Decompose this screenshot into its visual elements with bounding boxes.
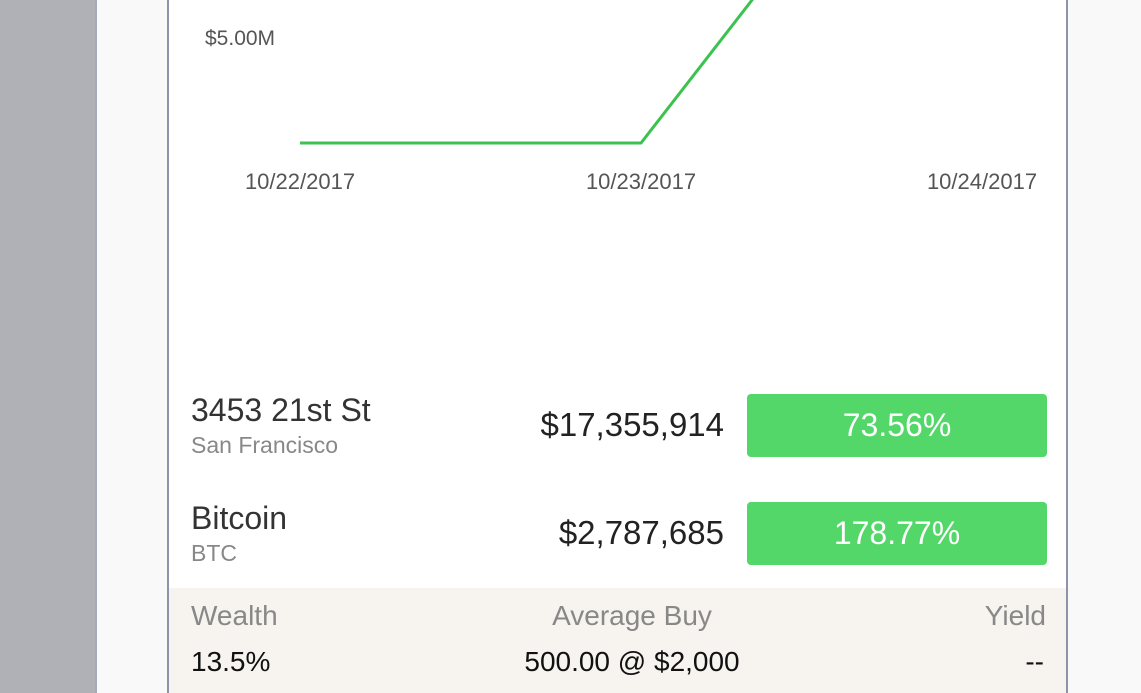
- y-tick-label: $5.00M: [205, 27, 276, 50]
- x-tick-label: 10/23/2017: [585, 169, 697, 194]
- yield-label: Yield: [984, 600, 1046, 631]
- holding-subtitle: BTC: [191, 540, 237, 566]
- holding-subtitle: San Francisco: [191, 432, 339, 458]
- holding-value: $17,355,914: [540, 406, 724, 443]
- x-tick-label: 10/24/2017: [926, 169, 1038, 194]
- change-percent-badge[interactable]: 178.77%: [747, 502, 1047, 565]
- average-buy-value: 500.00 @ $2,000: [524, 646, 740, 677]
- holding-name: 3453 21st St: [191, 392, 371, 428]
- x-tick-label: 10/22/2017: [244, 169, 356, 194]
- portfolio-panel: $5.00M 10/22/2017 10/23/2017 10/24/2017 …: [167, 0, 1068, 693]
- average-buy-label: Average Buy: [552, 600, 712, 631]
- holding-row[interactable]: 3453 21st St San Francisco $17,355,914 7…: [169, 392, 1066, 482]
- holding-row[interactable]: Bitcoin BTC $2,787,685 178.77%: [169, 500, 1066, 590]
- chart-plot-area: [300, 0, 754, 145]
- wealth-label: Wealth: [191, 600, 278, 631]
- holding-value: $2,787,685: [558, 514, 724, 551]
- wealth-value: 13.5%: [191, 646, 271, 677]
- stats-bar: Wealth 13.5% Average Buy 500.00 @ $2,000…: [169, 588, 1066, 693]
- left-gutter: [0, 0, 95, 693]
- price-chart: $5.00M 10/22/2017 10/23/2017 10/24/2017: [169, 0, 1066, 230]
- yield-value: --: [1025, 646, 1044, 677]
- change-percent-badge[interactable]: 73.56%: [747, 394, 1047, 457]
- series-line: [300, 0, 754, 145]
- holding-name: Bitcoin: [191, 500, 288, 536]
